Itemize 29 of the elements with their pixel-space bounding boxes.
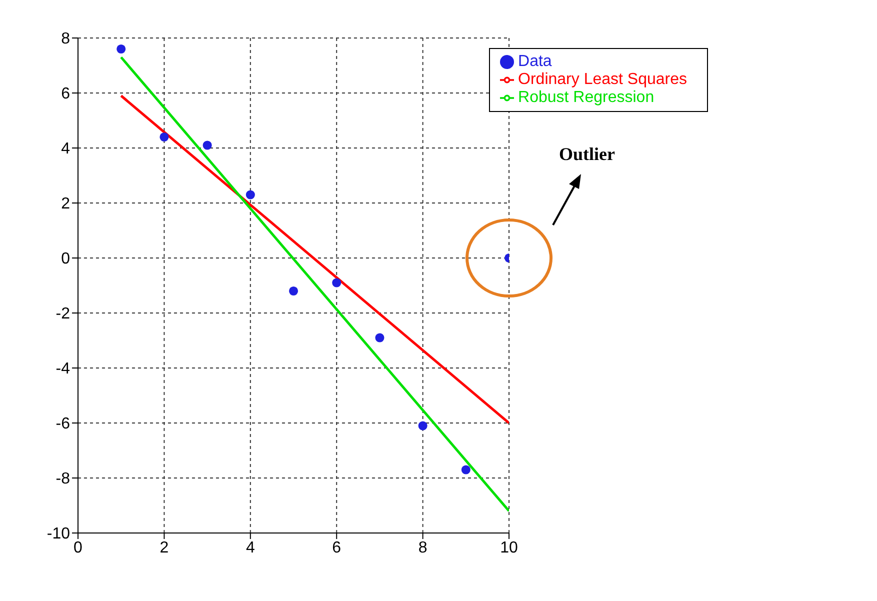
point	[375, 333, 384, 342]
point	[461, 465, 470, 474]
y-tick-label: -10	[46, 526, 70, 543]
y-tick-label: 4	[61, 140, 70, 158]
y-tick-label: -2	[56, 306, 70, 323]
y-tick-label: -8	[56, 470, 70, 488]
y-tick-label: -6	[56, 416, 70, 433]
point	[202, 140, 212, 150]
legend-label: Ordinary Least Squares	[518, 71, 687, 88]
y-tick-label: 8	[61, 30, 70, 48]
x-tick-label: 0	[74, 539, 83, 556]
legend-label: Data	[518, 53, 552, 70]
point	[288, 286, 298, 296]
y-tick-label: 0	[61, 250, 70, 268]
x-tick-label: 4	[246, 539, 255, 556]
point	[332, 278, 342, 288]
point	[418, 421, 428, 430]
point	[116, 44, 126, 54]
point	[246, 190, 255, 200]
text: Outlier	[559, 144, 616, 164]
y-tick-label: -4	[56, 360, 70, 378]
x-tick-label: 6	[332, 539, 342, 556]
x-tick-label: 10	[500, 539, 518, 556]
legend-label: Robust Regression	[518, 89, 654, 106]
y-tick-label: 6	[61, 86, 70, 103]
point	[160, 132, 169, 142]
x-tick-label: 2	[160, 539, 169, 556]
y-tick-label: 2	[61, 196, 70, 213]
x-tick-label: 8	[418, 539, 428, 556]
